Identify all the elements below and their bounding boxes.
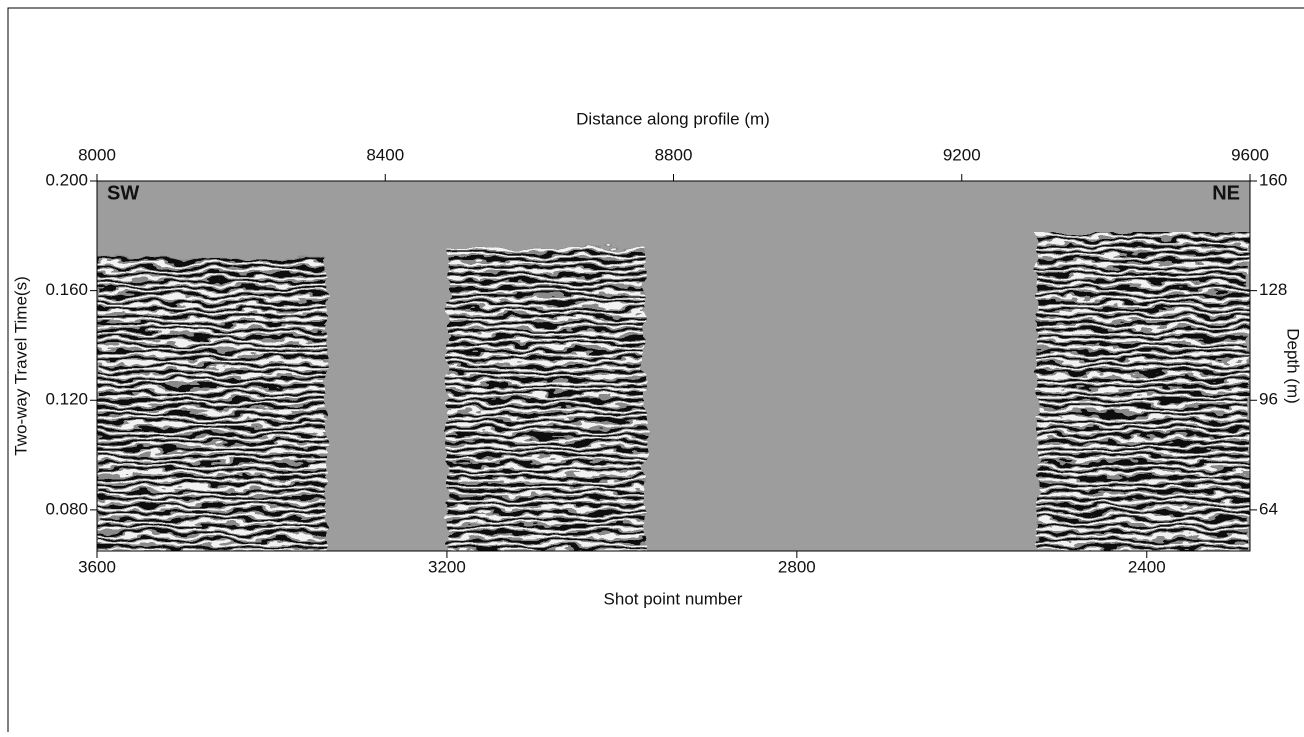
y2-axis-label: Depth (m) <box>1284 328 1303 404</box>
x2-tick-label: 9600 <box>1231 145 1269 164</box>
y2-tick-label: 96 <box>1259 390 1278 409</box>
y-tick-label: 0.120 <box>45 390 88 409</box>
y-tick-label: 0.080 <box>45 499 88 518</box>
y-tick-label: 0.200 <box>45 170 88 189</box>
x2-tick-label: 9200 <box>943 145 981 164</box>
x2-tick-label: 8000 <box>78 145 116 164</box>
y2-tick-label: 160 <box>1259 170 1287 189</box>
x-tick-label: 2400 <box>1128 557 1166 576</box>
seismic-traces <box>97 232 1250 551</box>
x2-axis-label: Distance along profile (m) <box>576 109 770 128</box>
figure-frame <box>7 7 1304 737</box>
y2-tick-label: 128 <box>1259 280 1287 299</box>
y-tick-label: 0.160 <box>45 280 88 299</box>
x2-tick-label: 8800 <box>655 145 693 164</box>
x-tick-label: 3200 <box>428 557 466 576</box>
x-axis-label: Shot point number <box>604 589 743 608</box>
trace-block <box>97 258 326 551</box>
y2-tick-label: 64 <box>1259 499 1278 518</box>
x-tick-label: 3600 <box>78 557 116 576</box>
x-tick-label: 2800 <box>778 557 816 576</box>
trace-block <box>1037 232 1250 551</box>
annotation: SW <box>107 182 139 204</box>
x2-tick-label: 8400 <box>366 145 404 164</box>
annotation: NE <box>1212 182 1240 204</box>
y-axis-label: Two-way Travel Time(s) <box>11 276 30 455</box>
trace-block <box>447 248 645 551</box>
